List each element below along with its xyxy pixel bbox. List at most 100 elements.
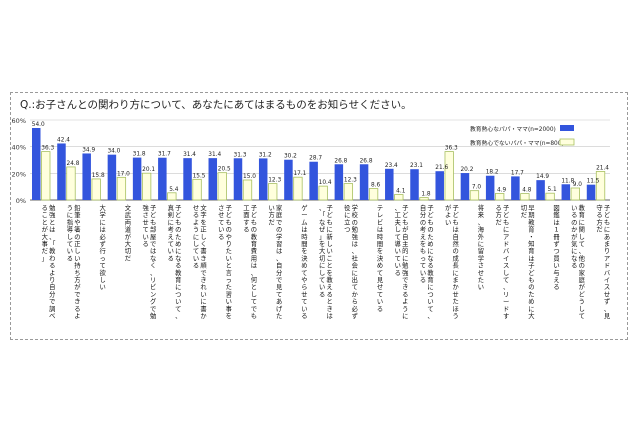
category-label: る方だ [495, 204, 501, 226]
category-label: させている [218, 204, 224, 241]
data-label-series-2: 5.1 [547, 187, 557, 193]
category-label: 真剣に考えている [168, 203, 174, 262]
category-label: 家庭での学習は、自分で見てあげた [276, 203, 283, 320]
bar-series-2 [368, 188, 379, 201]
bar-series-1 [158, 157, 167, 200]
category-label: 文字を正しく書き順できれいに書か [200, 203, 207, 320]
bar-series-2 [318, 185, 328, 201]
data-label-series-1: 20.2 [460, 167, 473, 173]
chart-frame [10, 92, 628, 340]
category-label: 教育に関して、他の家庭がどうして [579, 203, 586, 320]
bar-series-1 [233, 158, 243, 200]
category-label: 子どもにアドバイスして、リードす [503, 204, 510, 320]
bar-series-2 [41, 151, 51, 201]
category-label: 子ども部屋ではなく、リビングで勉 [150, 204, 157, 320]
bar-series-1 [511, 176, 520, 200]
data-label-series-2: 10.4 [319, 180, 332, 186]
data-label-series-1: 23.4 [385, 163, 398, 169]
bar-series-1 [183, 158, 192, 200]
bar-series-1 [586, 184, 596, 200]
category-label: 子どものためになる教育について、 [427, 204, 434, 320]
category-label: ゲームは時間を決めてやらせている [301, 203, 308, 320]
category-label: 勉強とは、「教わるより自分で調べ [49, 203, 56, 320]
bar-series-2 [66, 166, 76, 201]
data-label-series-2: 4.1 [396, 189, 406, 195]
data-label-series-1: 17.7 [511, 170, 524, 176]
bar-series-1 [258, 158, 268, 200]
data-label-series-1: 31.7 [158, 152, 171, 158]
bar-series-1 [32, 128, 41, 200]
data-label-series-2: 4.8 [522, 188, 532, 194]
bar-series-2 [91, 178, 101, 201]
category-label: がよい [445, 203, 452, 226]
data-label-series-1: 21.6 [435, 165, 448, 171]
data-label-series-2: 36.3 [41, 146, 54, 152]
bar-series-2 [167, 192, 177, 201]
bar-series-1 [57, 143, 66, 200]
data-label-series-1: 54.0 [32, 122, 45, 128]
bar-series-2 [570, 187, 580, 201]
bar-series-2 [595, 171, 606, 201]
category-label: うに指導している [67, 204, 74, 262]
data-label-series-2: 17.0 [117, 171, 130, 177]
bar-series-1 [208, 158, 218, 200]
bar-series-1 [82, 153, 91, 200]
bar-series-2 [520, 193, 530, 201]
category-label: 早期教育・知育は子どものために大 [528, 204, 535, 320]
category-label: 子どものためになる教育について、 [175, 204, 182, 320]
data-label-series-1: 14.9 [536, 174, 549, 180]
category-label: ることが大事だ」 [42, 204, 49, 262]
bar-series-2 [394, 194, 404, 201]
category-label: せるようにしている [193, 204, 199, 270]
bar-series-2 [469, 190, 480, 201]
data-label-series-1: 31.3 [234, 152, 247, 158]
data-label-series-1: 42.4 [57, 137, 70, 143]
bar-series-2 [141, 172, 152, 201]
bar-series-2 [116, 176, 127, 201]
data-label-series-1: 18.2 [486, 170, 499, 176]
category-label: 大学には必ず行って欲しい [100, 203, 107, 291]
category-label: 、工夫して導いている [395, 205, 402, 277]
data-label-series-2: 1.8 [421, 192, 431, 198]
y-tick-label: 40% [12, 144, 26, 152]
bar-series-1 [536, 180, 545, 200]
bar-series-2 [268, 183, 278, 201]
category-label: 切だ [521, 204, 527, 219]
data-label-series-2: 24.8 [67, 161, 80, 167]
data-label-series-1: 11.5 [587, 179, 600, 185]
data-label-series-2: 36.3 [445, 146, 458, 152]
category-label: 工面する [243, 205, 249, 234]
category-label: 子どものやりたいと言った習い事を [226, 204, 233, 320]
data-label-series-2: 12.3 [344, 178, 357, 184]
data-label-series-1: 30.2 [284, 154, 297, 160]
category-label: 子どもの教育費用は、何としてでも [251, 204, 258, 320]
bar-series-1 [385, 168, 394, 200]
data-label-series-1: 31.4 [183, 152, 196, 158]
legend-swatch [559, 138, 575, 146]
category-label: 、「なぜ」を大切にしている [319, 205, 326, 298]
bar-series-1 [561, 184, 571, 200]
category-label: 役に立つ [344, 203, 351, 234]
category-label: 将来、海外に留学させたい [478, 203, 485, 291]
category-label: 子どもにあまりアドバイスせず、見 [604, 204, 611, 320]
category-label: 子どもは自然の成長にまかせたほう [453, 204, 460, 320]
category-label: 図鑑は 1 冊ずつ買い与える [553, 204, 560, 291]
data-label-series-1: 26.8 [360, 158, 373, 164]
data-label-series-2: 9.0 [573, 182, 583, 188]
bar-series-1 [485, 175, 495, 200]
data-label-series-2: 20.1 [142, 167, 155, 173]
category-label: 自分の考えをもっている [420, 203, 427, 284]
bar-series-2 [192, 178, 202, 201]
bar-series-2 [545, 192, 555, 201]
category-label: テレビは時間を決めて見せている [377, 204, 384, 313]
category-label: 強させている [142, 204, 149, 248]
data-label-series-2: 15.8 [92, 173, 105, 179]
bar-series-1 [132, 157, 142, 200]
y-tick-label: 20% [12, 170, 26, 178]
data-label-series-2: 17.1 [293, 171, 306, 177]
category-label: 子どもに新しいことを教えるときは [326, 204, 333, 320]
data-label-series-2: 4.9 [497, 187, 507, 193]
data-label-series-2: 7.0 [472, 185, 482, 191]
bar-series-1 [107, 154, 117, 200]
